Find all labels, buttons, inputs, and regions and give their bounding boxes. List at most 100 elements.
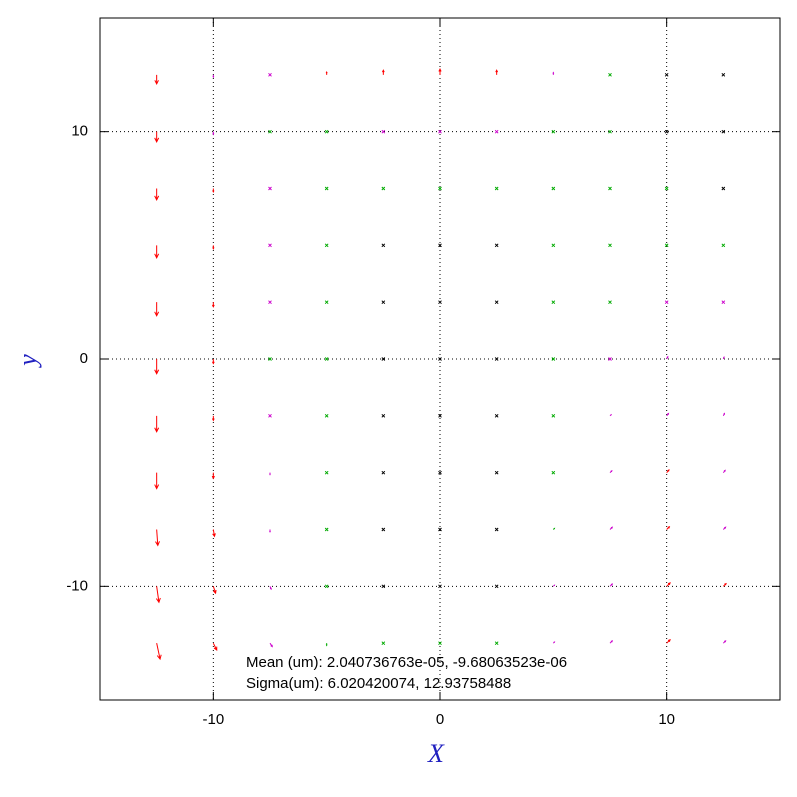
vector-arrow xyxy=(154,359,160,375)
vector-arrow xyxy=(268,72,272,77)
vector-arrow xyxy=(155,529,160,547)
vector-arrow xyxy=(552,527,556,530)
vector-arrow xyxy=(438,243,442,248)
vector-arrow xyxy=(609,583,614,587)
vector-arrow xyxy=(381,470,386,475)
vector-arrow xyxy=(551,186,556,191)
vector-arrow xyxy=(552,584,556,587)
vector-arrow xyxy=(664,186,669,191)
vector-arrow xyxy=(552,71,555,75)
vector-arrow xyxy=(438,584,442,589)
vector-arrow xyxy=(324,129,329,134)
vector-arrow xyxy=(722,412,725,417)
vector-arrow xyxy=(666,525,671,530)
vector-arrow xyxy=(154,245,160,259)
vector-arrow xyxy=(494,413,499,418)
annotation: Mean (um): 2.040736763e-05, -9.68063523e… xyxy=(246,654,567,671)
vector-arrow xyxy=(722,469,726,473)
vector-arrow xyxy=(269,586,272,591)
vector-arrow xyxy=(438,357,442,361)
vector-arrow xyxy=(381,527,386,532)
vector-arrow xyxy=(494,129,499,134)
vector-arrow xyxy=(211,415,215,422)
vector-arrow xyxy=(721,300,726,305)
vector-arrow xyxy=(381,357,386,361)
x-tick-label: 0 xyxy=(436,711,444,728)
vector-arrow xyxy=(438,68,442,75)
vector-arrow xyxy=(154,415,160,433)
vector-arrow xyxy=(268,300,272,305)
vector-arrow xyxy=(494,527,499,532)
vector-arrow xyxy=(268,243,272,248)
vector-arrow xyxy=(381,300,386,305)
vector-arrow xyxy=(325,70,328,75)
vector-arrow xyxy=(609,470,613,474)
vector-arrow xyxy=(609,526,614,530)
vector-arrow xyxy=(608,300,612,305)
vector-arrow xyxy=(324,186,329,191)
y-tick-label: 10 xyxy=(71,123,88,140)
vector-arrow xyxy=(609,640,614,644)
vector-arrow xyxy=(381,186,386,191)
vector-arrow xyxy=(608,72,612,77)
vector-arrow xyxy=(494,584,499,589)
vector-arrow xyxy=(212,642,218,651)
vector-arrow xyxy=(381,413,386,418)
x-tick-label: -10 xyxy=(202,711,224,728)
vector-arrow xyxy=(551,413,556,418)
vector-arrow xyxy=(666,412,670,417)
vector-arrow xyxy=(722,582,727,587)
vector-arrow xyxy=(551,129,556,134)
vector-arrow xyxy=(154,472,160,490)
vector-arrow xyxy=(324,527,329,532)
vector-arrow xyxy=(722,640,727,644)
vector-arrow xyxy=(721,243,726,248)
vector-arrow xyxy=(212,245,215,250)
vector-arrow xyxy=(608,243,612,248)
vector-arrow xyxy=(324,357,329,361)
vector-arrow xyxy=(666,638,671,644)
vector-arrow xyxy=(155,586,161,604)
vector-arrow xyxy=(664,72,669,77)
vector-arrow xyxy=(664,300,669,305)
vector-arrow xyxy=(721,129,726,134)
vector-arrow xyxy=(269,642,273,648)
y-tick-label: 0 xyxy=(80,350,88,367)
vector-arrow xyxy=(268,357,272,361)
vector-arrow xyxy=(381,584,386,589)
vector-arrow xyxy=(721,186,726,191)
vector-arrow xyxy=(494,300,499,305)
vector-arrow xyxy=(154,302,160,317)
vector-arrow xyxy=(495,69,499,75)
annotation: Sigma(um): 6.020420074, 12.93758488 xyxy=(246,675,511,692)
vector-arrow xyxy=(324,300,329,305)
vector-arrow xyxy=(494,470,499,475)
vector-arrow xyxy=(324,584,329,589)
y-tick-label: -10 xyxy=(66,577,88,594)
vector-arrow xyxy=(154,131,160,144)
vector-arrow xyxy=(381,243,386,248)
vector-arrow xyxy=(156,643,162,661)
vector-arrow xyxy=(154,74,159,86)
vector-arrow xyxy=(666,355,669,360)
vector-arrow xyxy=(325,643,328,647)
vector-arrow xyxy=(551,243,556,248)
vector-arrow xyxy=(494,243,499,248)
vector-arrow xyxy=(212,131,215,136)
vector-arrow xyxy=(608,357,612,361)
vector-arrow xyxy=(269,529,271,533)
y-axis-label: y xyxy=(13,354,42,369)
vector-arrow xyxy=(722,356,725,360)
vector-arrow xyxy=(494,357,499,361)
vector-arrow xyxy=(381,641,386,646)
vector-arrow xyxy=(438,413,442,418)
vector-arrow xyxy=(551,300,556,305)
vector-arrow xyxy=(211,472,215,480)
vector-arrow xyxy=(608,186,612,191)
vector-arrow xyxy=(721,72,726,77)
vector-arrow xyxy=(494,641,499,646)
vector-arrow xyxy=(609,413,612,417)
vector-arrow xyxy=(608,129,612,134)
vector-arrow xyxy=(269,472,271,476)
